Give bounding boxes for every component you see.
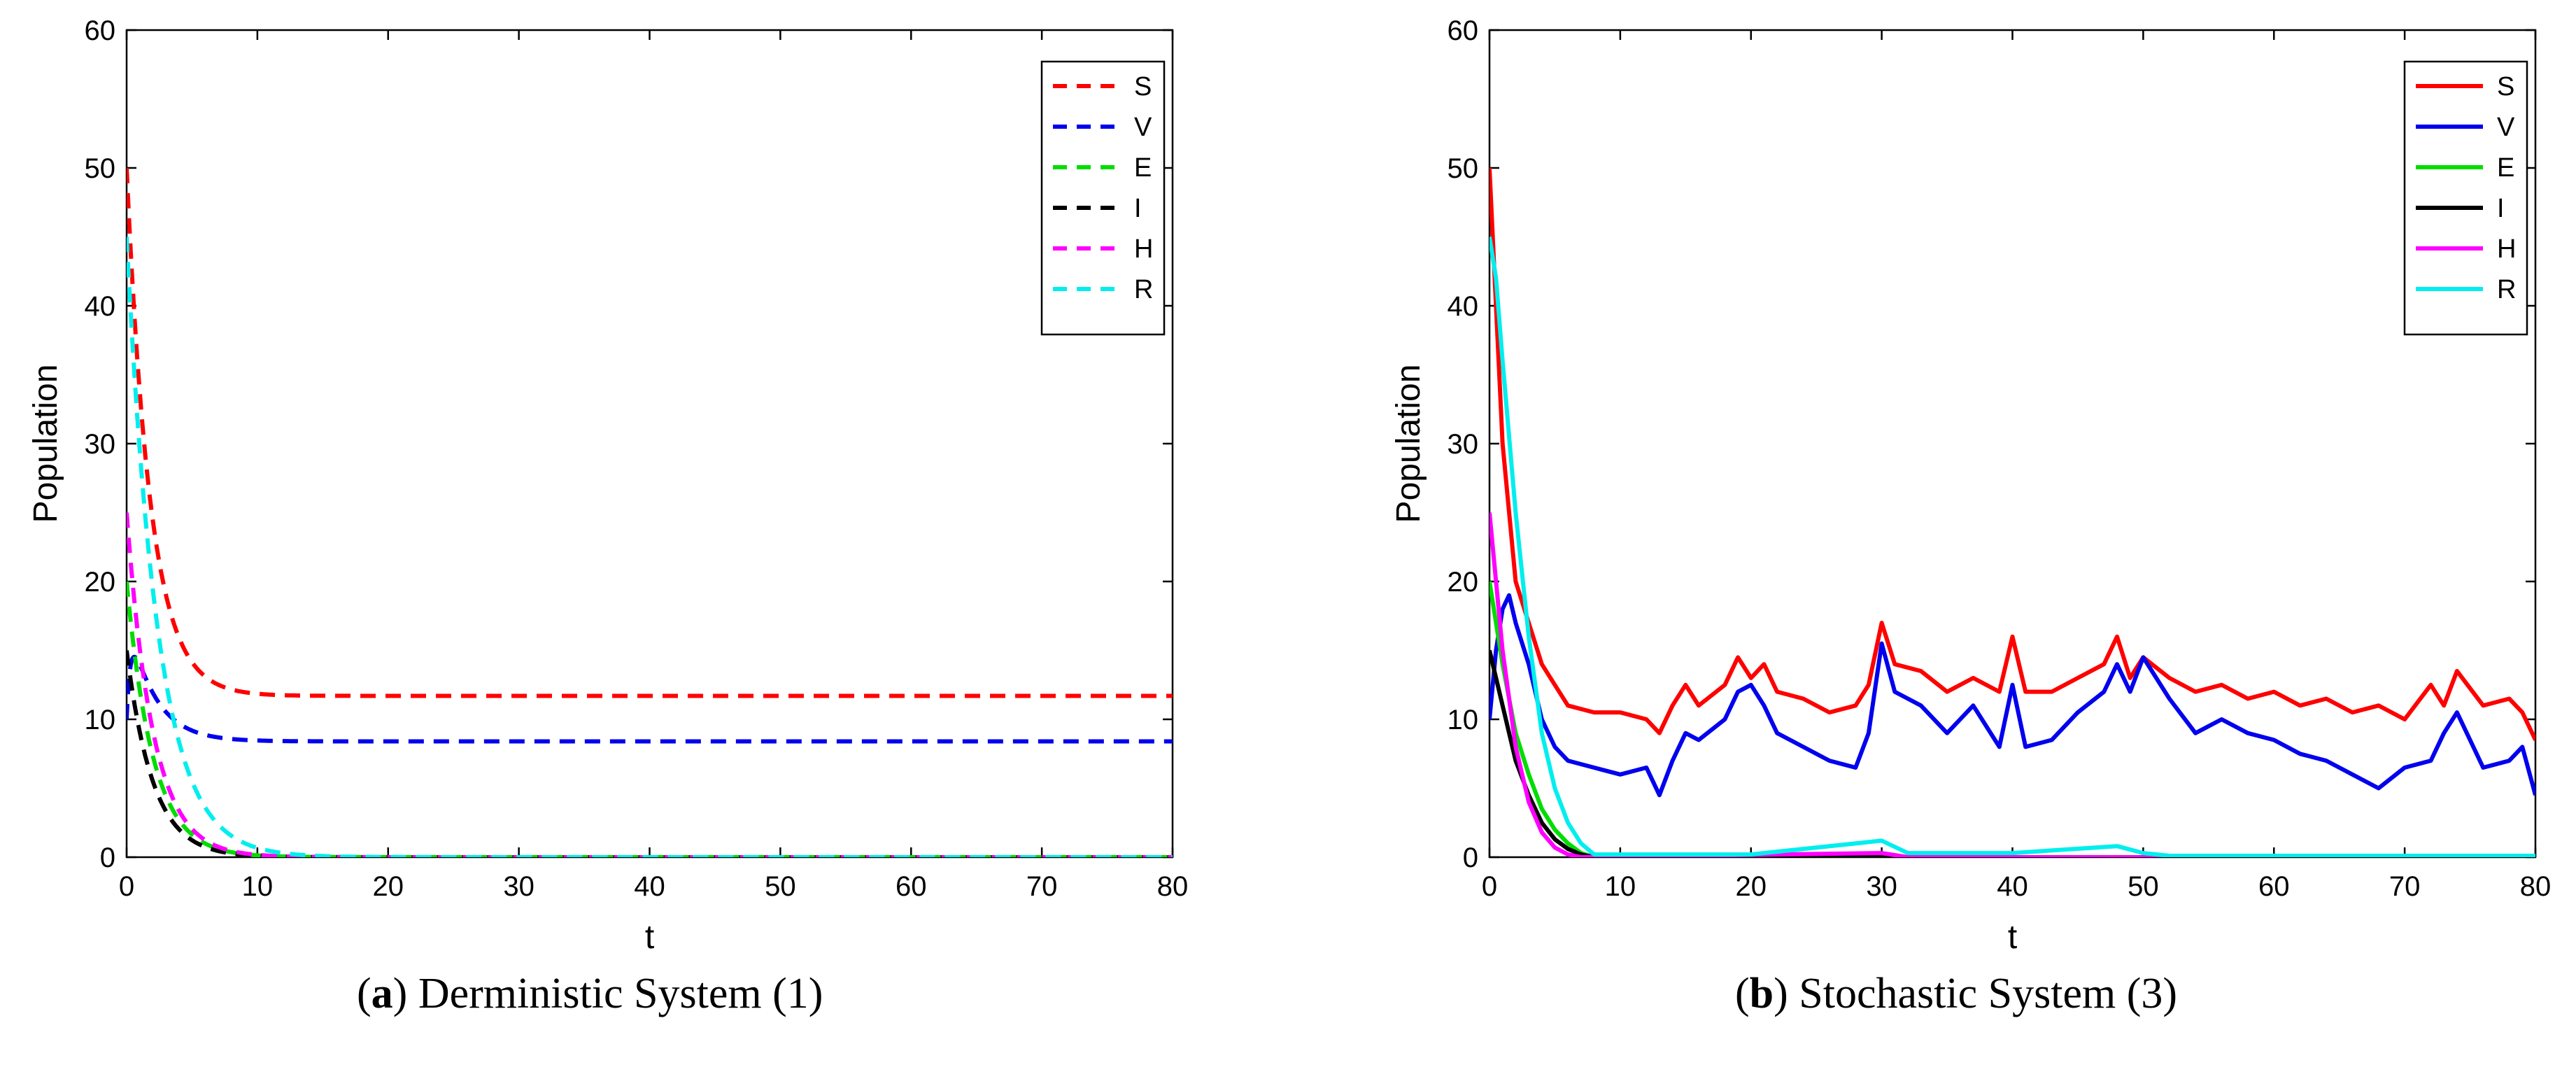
series-line-E	[127, 579, 1173, 857]
legend-label-R: R	[2497, 275, 2516, 304]
series-line-S	[127, 166, 1173, 698]
legend-label-H: H	[2497, 234, 2516, 264]
y-tick-label: 60	[1448, 15, 1479, 46]
x-tick-label: 60	[2258, 871, 2290, 902]
x-tick-label: 20	[373, 871, 404, 902]
legend-label-R: R	[1134, 275, 1153, 304]
legend-label-E: E	[1134, 153, 1152, 183]
y-tick-label: 10	[1448, 705, 1479, 735]
x-tick-label: 30	[1866, 871, 1897, 902]
legend-label-S: S	[2497, 72, 2514, 101]
x-axis-label: t	[2008, 919, 2017, 956]
caption-a-text: Derministic System (1)	[418, 970, 823, 1017]
plot-area	[1488, 29, 2537, 859]
x-tick-label: 0	[1482, 871, 1497, 902]
x-tick-label: 50	[2128, 871, 2159, 902]
y-axis-label: Population	[1390, 365, 1427, 523]
x-tick-label: 0	[119, 871, 134, 902]
x-tick-label: 50	[765, 871, 796, 902]
caption-a: (a) Derministic System (1)	[357, 970, 823, 1017]
legend-label-V: V	[2497, 113, 2515, 142]
y-axis-label: Population	[27, 365, 64, 523]
y-tick-label: 50	[85, 153, 116, 184]
series-line-R	[1489, 237, 2535, 857]
x-tick-label: 10	[1605, 871, 1636, 902]
caption-b-text: Stochastic System (3)	[1799, 970, 2178, 1017]
y-tick-label: 50	[1448, 153, 1479, 184]
series-line-V	[127, 654, 1173, 744]
y-tick-label: 40	[1448, 291, 1479, 322]
legend-label-E: E	[2497, 153, 2514, 183]
caption-b-tag: b	[1749, 970, 1774, 1017]
chart-panel-b: 0 10 20 30 40 50 60 70 80 0 10 20 30 40 50 60 t Populatio…	[1390, 15, 2551, 956]
x-tick-label: 40	[634, 871, 665, 902]
chart-panel-a: 0 10 20 30 40 50 60 70 80 0 10 20 30 40 50 60 t Populatio…	[27, 15, 1188, 956]
x-tick-label: 40	[1997, 871, 2028, 902]
x-tick-label: 60	[896, 871, 927, 902]
series-line-V	[1489, 593, 2535, 798]
x-tick-label: 80	[2520, 871, 2552, 902]
y-tick-label: 0	[1463, 842, 1478, 873]
caption-a-tag: a	[371, 970, 393, 1017]
x-tick-label: 10	[242, 871, 274, 902]
y-tick-label: 20	[85, 567, 116, 598]
caption-b: (b) Stochastic System (3)	[1735, 970, 2178, 1017]
legend-label-S: S	[1134, 72, 1152, 101]
legend-label-V: V	[1134, 113, 1152, 142]
x-tick-label: 20	[1736, 871, 1767, 902]
legend-label-I: I	[2497, 194, 2505, 223]
x-tick-label: 80	[1157, 871, 1189, 902]
y-tick-label: 0	[100, 842, 115, 873]
y-tick-label: 40	[85, 291, 116, 322]
series-line-H	[127, 510, 1173, 857]
x-axis-label: t	[645, 919, 654, 956]
legend-label-I: I	[1134, 194, 1142, 223]
y-tick-label: 10	[85, 705, 116, 735]
y-tick-label: 20	[1448, 567, 1479, 598]
y-tick-label: 30	[85, 429, 116, 460]
x-tick-label: 70	[2389, 871, 2421, 902]
legend-label-H: H	[1134, 234, 1153, 264]
series-line-H	[1489, 512, 2535, 857]
x-tick-label: 30	[503, 871, 535, 902]
y-tick-label: 60	[85, 15, 116, 46]
x-tick-label: 70	[1026, 871, 1058, 902]
plot-area	[125, 29, 1174, 859]
series-line-S	[1489, 167, 2535, 741]
y-tick-label: 30	[1448, 429, 1479, 460]
